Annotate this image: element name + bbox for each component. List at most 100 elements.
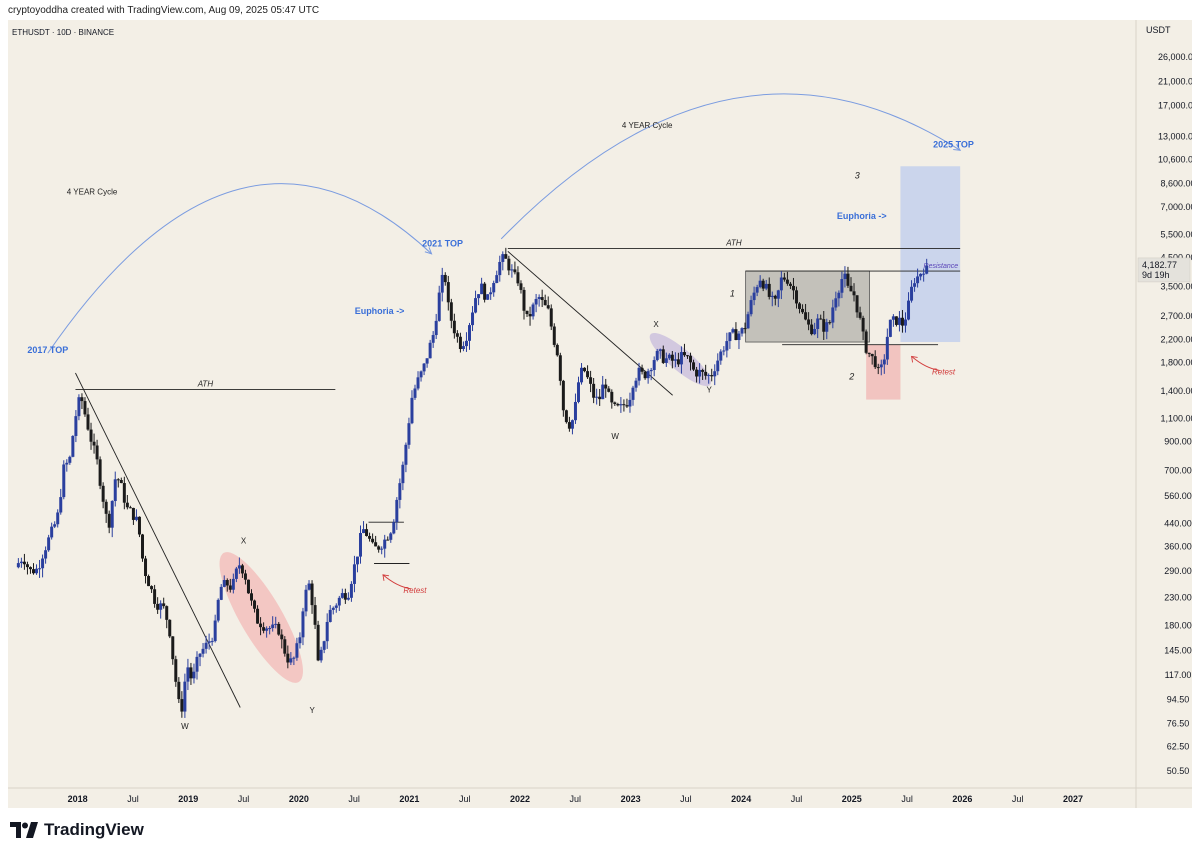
candle-body [416, 377, 420, 389]
price-tick-label: 117.00 [1165, 670, 1192, 680]
candle-body [62, 464, 66, 498]
candle-body [882, 359, 886, 365]
candle-body [743, 328, 747, 330]
candle-body [752, 292, 756, 301]
candle-body [153, 589, 157, 604]
candle-body [840, 279, 844, 293]
candle-body [340, 593, 344, 598]
candle-body [253, 600, 257, 609]
candle-body [619, 404, 623, 406]
candle-body [822, 319, 826, 332]
candle-body [383, 539, 387, 549]
chart-frame[interactable]: ATH ATH Resistance 4 YEAR Cycle 4 YEAR Cycle… [8, 20, 1192, 808]
price-tick-label: 3,500.00 [1160, 281, 1192, 291]
candle-body [86, 414, 90, 430]
candle-body [249, 593, 253, 601]
retest-arrow [911, 356, 940, 371]
price-tick-label: 230.00 [1164, 593, 1192, 603]
candle-body [316, 624, 320, 661]
annotation-retest: Retest [932, 367, 956, 376]
candle-body [22, 561, 26, 565]
annotation-2017-top: 2017 TOP [27, 345, 68, 355]
candle-body [346, 597, 350, 600]
candle-body [313, 605, 317, 625]
candle-body [274, 623, 278, 625]
candle-body [891, 316, 895, 320]
annotation-2: 2 [848, 371, 854, 381]
candle-body [53, 524, 57, 527]
time-tick-label: 2019 [178, 794, 198, 804]
candle-body [474, 298, 478, 313]
candle-body [243, 573, 247, 580]
candle-body [764, 283, 768, 289]
candle-body [159, 603, 163, 610]
candle-body [573, 401, 577, 421]
annotation-euphoria-: Euphoria -> [355, 306, 405, 316]
candle-body [813, 328, 817, 335]
candle-body [589, 377, 593, 384]
candle-body [867, 352, 871, 354]
price-tick-label: 50.50 [1167, 766, 1190, 776]
candle-body [794, 290, 798, 304]
candle-body [528, 314, 532, 317]
candle-body [655, 350, 659, 361]
candle-body [776, 290, 780, 299]
cycle-arc [47, 183, 432, 354]
candle-body [631, 387, 635, 400]
candle-body [286, 653, 290, 663]
attribution-text: cryptoyoddha created with TradingView.co… [8, 5, 320, 16]
candle-body [549, 308, 553, 327]
retest-arrow [382, 574, 412, 590]
candle-body [301, 611, 305, 638]
candle-body [740, 328, 744, 334]
ath-label: ATH [725, 239, 742, 248]
price-chart[interactable]: ATH ATH Resistance 4 YEAR Cycle 4 YEAR Cycle… [8, 20, 1192, 808]
candle-body [477, 294, 481, 299]
candle-body [486, 294, 490, 300]
last-price-marker[interactable] [1137, 257, 1191, 283]
candle-body [213, 620, 217, 642]
candle-body [531, 304, 535, 317]
tradingview-logo-icon [10, 822, 38, 838]
candle-body [761, 280, 765, 289]
candle-body [228, 585, 232, 590]
candle-body [819, 318, 823, 320]
candle-body [231, 578, 235, 590]
candle-body [489, 292, 493, 295]
candle-body [910, 286, 914, 301]
candle-body [277, 623, 281, 635]
candle-body [604, 384, 608, 389]
candle-body [861, 317, 865, 332]
candle-body [728, 332, 732, 342]
candle-body [458, 336, 462, 350]
candle-body [510, 269, 514, 271]
candle-body [682, 352, 686, 356]
candle-body [443, 274, 447, 283]
candle-body [310, 583, 314, 606]
candle-body [128, 507, 132, 509]
price-tick-label: 94.50 [1167, 694, 1190, 704]
candle-body [558, 355, 562, 381]
candle-body [195, 656, 199, 672]
annotation-1: 1 [730, 289, 735, 299]
candle-body [628, 399, 632, 407]
candle-body [583, 367, 587, 372]
candle-body [798, 303, 802, 309]
candle-body [280, 634, 284, 640]
candle-body [746, 314, 750, 329]
candle-body [38, 568, 42, 570]
time-tick-label: Jul [238, 794, 250, 804]
cycle-arc-arrowhead [424, 247, 433, 255]
candle-body [652, 360, 656, 371]
candle-body [667, 354, 671, 359]
candle-body [710, 375, 714, 377]
candle-body [643, 371, 647, 379]
candle-body [779, 277, 783, 291]
candle-body [298, 637, 302, 644]
candle-body [425, 358, 429, 364]
candle-body [295, 643, 299, 658]
annotation-y: Y [309, 706, 315, 715]
price-tick-label: 145.00 [1164, 645, 1192, 655]
candle-body [198, 653, 202, 657]
candle-countdown-label: 9d 19h [1142, 270, 1170, 280]
